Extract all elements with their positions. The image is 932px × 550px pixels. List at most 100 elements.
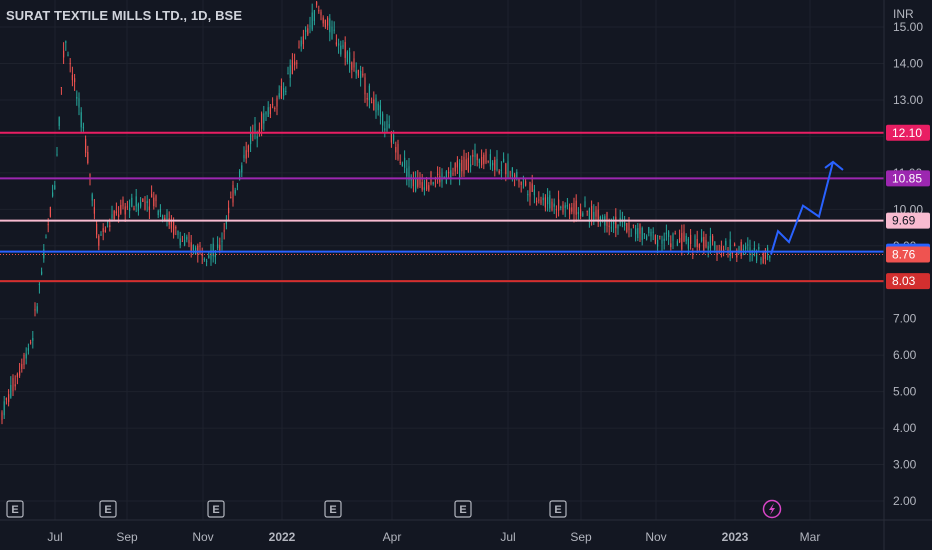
- candle-body: [654, 235, 656, 244]
- candle-body: [747, 244, 749, 246]
- candle-body: [489, 154, 491, 167]
- candle-body: [454, 163, 456, 172]
- y-tick-label: 5.00: [893, 385, 917, 399]
- level-tag-8.03[interactable]: 8.03: [886, 273, 930, 290]
- candle-body: [89, 173, 91, 177]
- candle-body: [76, 96, 78, 99]
- candle-body: [753, 247, 755, 253]
- y-tick-label: 6.00: [893, 348, 917, 362]
- level-tag-8.03-text: 8.03: [892, 274, 916, 288]
- x-tick-label: Sep: [116, 530, 138, 544]
- candle-body: [349, 52, 351, 65]
- candle-body: [571, 207, 573, 212]
- candle-body: [698, 244, 700, 248]
- level-tag-12.10-text: 12.10: [892, 126, 922, 140]
- earnings-marker[interactable]: E: [549, 500, 567, 518]
- candle-body: [186, 236, 188, 240]
- candle-body: [133, 208, 135, 211]
- level-tag-12.10[interactable]: 12.10: [886, 124, 930, 141]
- candle-body: [36, 306, 38, 312]
- candle-body: [610, 227, 612, 229]
- candle-body: [107, 220, 109, 223]
- candle-body: [74, 78, 76, 83]
- candle-body: [437, 173, 439, 175]
- candle-body: [472, 154, 474, 157]
- candle-body: [12, 378, 14, 391]
- level-tag-10.85[interactable]: 10.85: [886, 170, 930, 187]
- candle-body: [148, 206, 150, 210]
- candle-body: [635, 228, 637, 235]
- candle-body: [166, 213, 168, 222]
- candle-body: [707, 246, 709, 250]
- earnings-marker-box: [6, 500, 24, 518]
- candle-body: [14, 384, 16, 387]
- candle-body: [703, 236, 705, 252]
- last-price-tag[interactable]: 8.76: [886, 246, 930, 263]
- candle-body: [219, 244, 221, 251]
- candle-body: [705, 240, 707, 247]
- lightning-icon[interactable]: [762, 499, 782, 519]
- candle-body: [615, 216, 617, 229]
- earnings-marker[interactable]: E: [454, 500, 472, 518]
- candle-body: [637, 228, 639, 238]
- candle-body: [558, 199, 560, 211]
- projection-path[interactable]: [770, 161, 834, 255]
- candle-body: [113, 210, 115, 220]
- candle-body: [56, 154, 58, 156]
- x-tick-label: Nov: [192, 530, 213, 544]
- candle-body: [45, 236, 47, 239]
- candle-body: [384, 128, 386, 131]
- level-tag-9.69-text: 9.69: [892, 214, 916, 228]
- earnings-marker[interactable]: E: [6, 500, 24, 518]
- candle-body: [69, 62, 71, 65]
- candle-body: [536, 200, 538, 202]
- candle-body: [575, 200, 577, 215]
- lightning-icon-ring: [762, 499, 782, 519]
- candle-body: [146, 201, 148, 203]
- x-tick-label: Apr: [383, 530, 402, 544]
- candle-body: [247, 145, 249, 152]
- candle-body: [230, 196, 232, 199]
- level-tag-9.69[interactable]: 9.69: [886, 212, 930, 229]
- candle-body: [588, 208, 590, 222]
- candle-body: [445, 171, 447, 184]
- candle-body: [153, 197, 155, 207]
- earnings-marker-label: E: [459, 504, 466, 516]
- candle-body: [164, 217, 166, 221]
- candle-body: [577, 211, 579, 215]
- candle-body: [474, 150, 476, 158]
- candle-body: [428, 185, 430, 191]
- candle-body: [516, 172, 518, 178]
- candle-body: [241, 165, 243, 173]
- candle-body: [470, 164, 472, 167]
- candle-body: [47, 224, 49, 226]
- candle-body: [353, 58, 355, 68]
- candle-body: [316, 1, 318, 5]
- candle-body: [239, 170, 241, 180]
- candle-body: [769, 255, 771, 258]
- candle-body: [192, 245, 194, 251]
- earnings-marker[interactable]: E: [324, 500, 342, 518]
- candle-body: [368, 85, 370, 101]
- x-tick-label: Jul: [47, 530, 62, 544]
- candle-body: [518, 178, 520, 182]
- chart-title: SURAT TEXTILE MILLS LTD., 1D, BSE: [6, 8, 243, 23]
- candle-body: [408, 166, 410, 181]
- earnings-marker-label: E: [212, 504, 219, 516]
- candle-body: [767, 247, 769, 252]
- candle-body: [201, 254, 203, 257]
- candle-body: [104, 229, 106, 233]
- earnings-marker[interactable]: E: [207, 500, 225, 518]
- candle-body: [538, 199, 540, 201]
- candle-body: [78, 98, 80, 108]
- candle-body: [762, 250, 764, 263]
- candle-body: [289, 65, 291, 78]
- candle-body: [87, 152, 89, 164]
- candle-body: [122, 199, 124, 207]
- candle-body: [228, 207, 230, 214]
- x-tick-label: 2023: [722, 530, 749, 544]
- earnings-marker[interactable]: E: [99, 500, 117, 518]
- candle-body: [553, 203, 555, 207]
